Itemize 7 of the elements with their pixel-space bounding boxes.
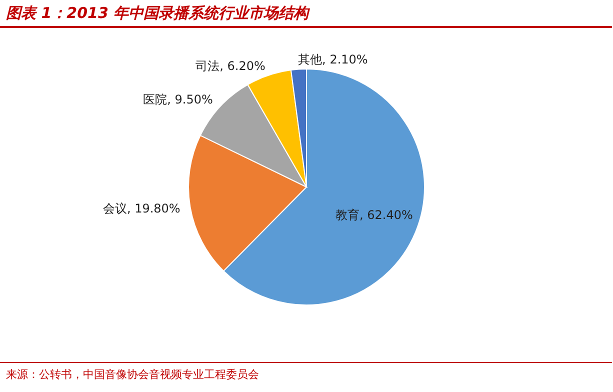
slice-label: 医院, 9.50% bbox=[143, 92, 213, 107]
slice-label: 其他, 2.10% bbox=[298, 52, 368, 66]
slice-label: 教育, 62.40% bbox=[335, 208, 413, 222]
slice-label: 会议, 19.80% bbox=[102, 202, 180, 216]
source-note: 来源：公转书，中国音像协会音视频专业工程委员会 bbox=[0, 362, 612, 386]
slice-label: 司法, 6.20% bbox=[196, 58, 266, 73]
chart-title: 图表 1：2013 年中国录播系统行业市场结构 bbox=[0, 0, 612, 28]
